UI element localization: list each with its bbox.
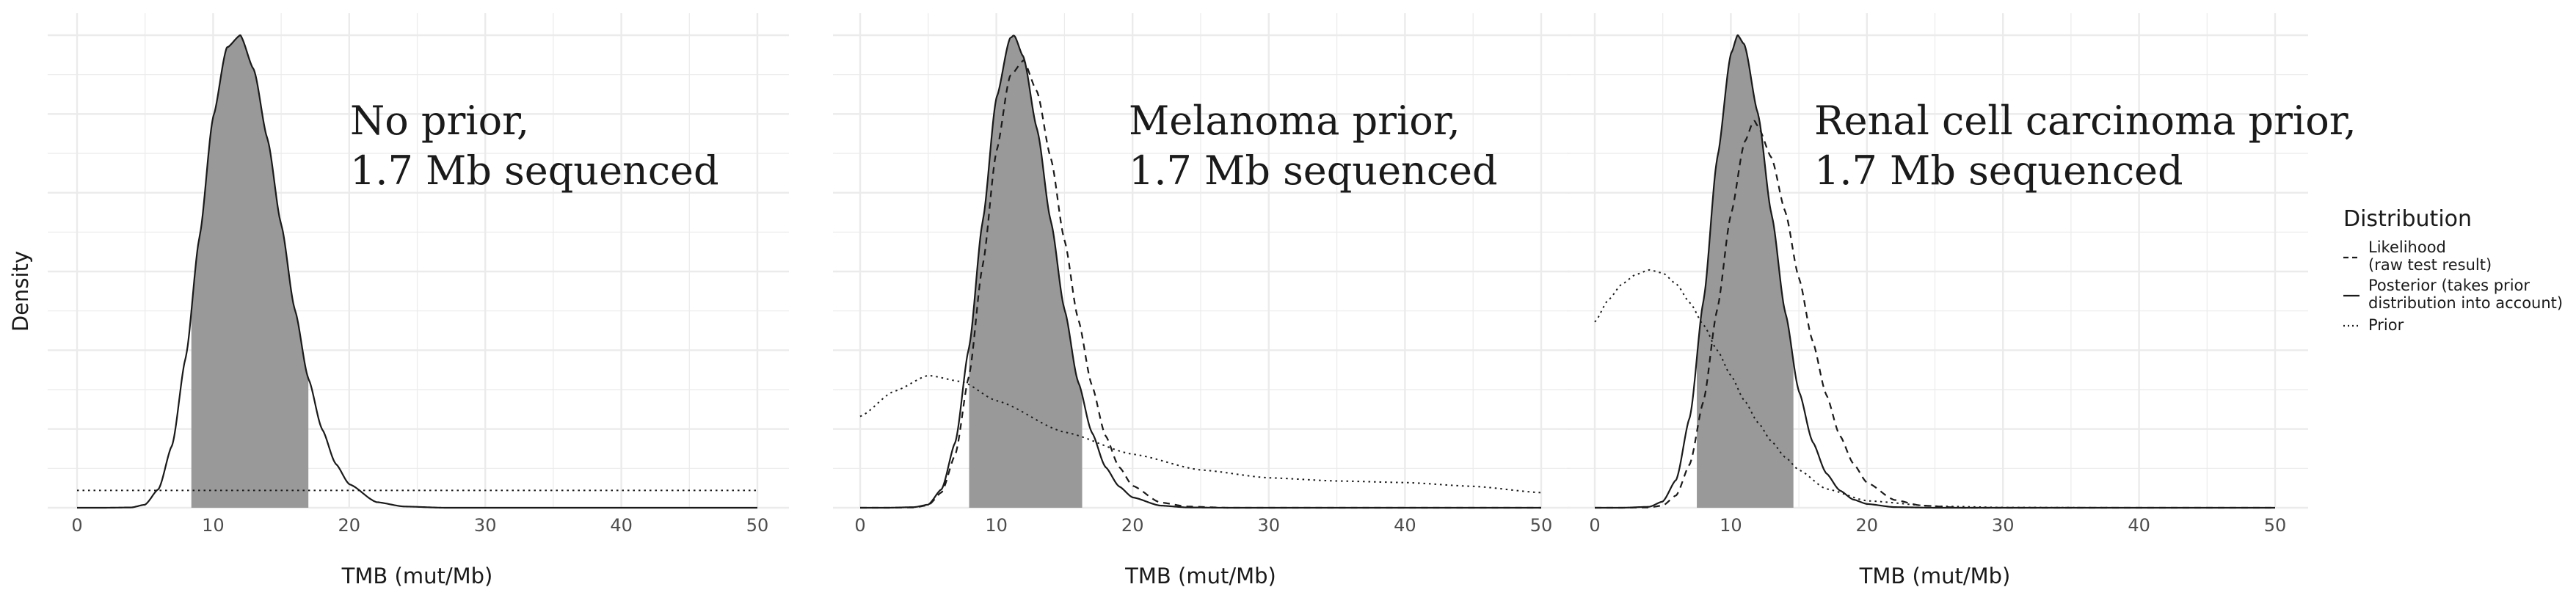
legend-label-posterior: Posterior (takes prior bbox=[2368, 277, 2530, 294]
grid bbox=[48, 13, 789, 509]
x-tick-label: 50 bbox=[1530, 515, 1553, 536]
legend-label-likelihood: Likelihood bbox=[2368, 238, 2446, 256]
legend-item-posterior: Posterior (takes prior distribution into… bbox=[2343, 277, 2563, 312]
x-tick-label: 10 bbox=[202, 515, 225, 536]
x-axis-label: TMB (mut/Mb) bbox=[341, 564, 493, 588]
x-tick-label: 40 bbox=[2128, 515, 2150, 536]
x-tick-label: 20 bbox=[338, 515, 361, 536]
legend-item-likelihood: Likelihood (raw test result) bbox=[2343, 238, 2492, 274]
grid bbox=[833, 13, 1571, 509]
series-posterior-line bbox=[860, 34, 1541, 509]
grid bbox=[1567, 13, 2308, 509]
credible-interval-shade bbox=[1697, 35, 1794, 508]
y-axis-label: Density bbox=[8, 251, 33, 332]
panel-title-line-2: 1.7 Mb sequenced bbox=[1129, 147, 1498, 194]
x-tick-label: 40 bbox=[1394, 515, 1416, 536]
legend-label-prior: Prior bbox=[2368, 316, 2404, 334]
x-tick-label: 10 bbox=[985, 515, 1008, 536]
legend-label-posterior-detail: distribution into account) bbox=[2368, 294, 2563, 312]
x-tick-label: 40 bbox=[610, 515, 633, 536]
legend-item-prior: Prior bbox=[2343, 316, 2404, 334]
panel-title-line-2: 1.7 Mb sequenced bbox=[1814, 147, 2183, 194]
panel-title-line-1: No prior, bbox=[350, 98, 529, 144]
credible-interval-shade bbox=[191, 35, 309, 508]
panel-title-line-1: Renal cell carcinoma prior, bbox=[1814, 98, 2357, 144]
x-tick-label: 0 bbox=[1589, 515, 1600, 536]
x-tick-label: 30 bbox=[1992, 515, 2015, 536]
x-tick-label: 20 bbox=[1856, 515, 1879, 536]
credible-interval-shade bbox=[969, 35, 1083, 508]
legend: Distribution Likelihood (raw test result… bbox=[2343, 206, 2563, 334]
x-tick-label: 50 bbox=[746, 515, 769, 536]
legend-label-likelihood-detail: (raw test result) bbox=[2368, 256, 2492, 274]
series-posterior-line bbox=[1595, 34, 2275, 509]
x-tick-label: 50 bbox=[2264, 515, 2287, 536]
x-tick-label: 30 bbox=[474, 515, 497, 536]
legend-title: Distribution bbox=[2343, 206, 2472, 232]
x-tick-label: 0 bbox=[854, 515, 865, 536]
x-axis-label: TMB (mut/Mb) bbox=[1859, 564, 2011, 588]
panel-3: 0 10 20 30 40 50 TMB (mut/Mb) Renal cell carcin… bbox=[1567, 13, 2357, 588]
series-posterior-line bbox=[77, 34, 757, 509]
panel-2: 0 10 20 30 40 50 TMB (mut/Mb) Melanoma prior,1.… bbox=[833, 13, 1571, 588]
x-tick-label: 20 bbox=[1121, 515, 1144, 536]
series-prior-line bbox=[859, 374, 1542, 494]
panel-title-line-2: 1.7 Mb sequenced bbox=[350, 147, 719, 194]
x-axis-label: TMB (mut/Mb) bbox=[1124, 564, 1276, 588]
panel-1: 0 10 20 30 40 50 TMB (mut/Mb) No prior,1.7 Mb s… bbox=[48, 13, 789, 588]
panel-title-line-1: Melanoma prior, bbox=[1129, 98, 1460, 144]
x-tick-label: 0 bbox=[71, 515, 82, 536]
x-tick-label: 30 bbox=[1258, 515, 1281, 536]
x-tick-label: 10 bbox=[1720, 515, 1742, 536]
